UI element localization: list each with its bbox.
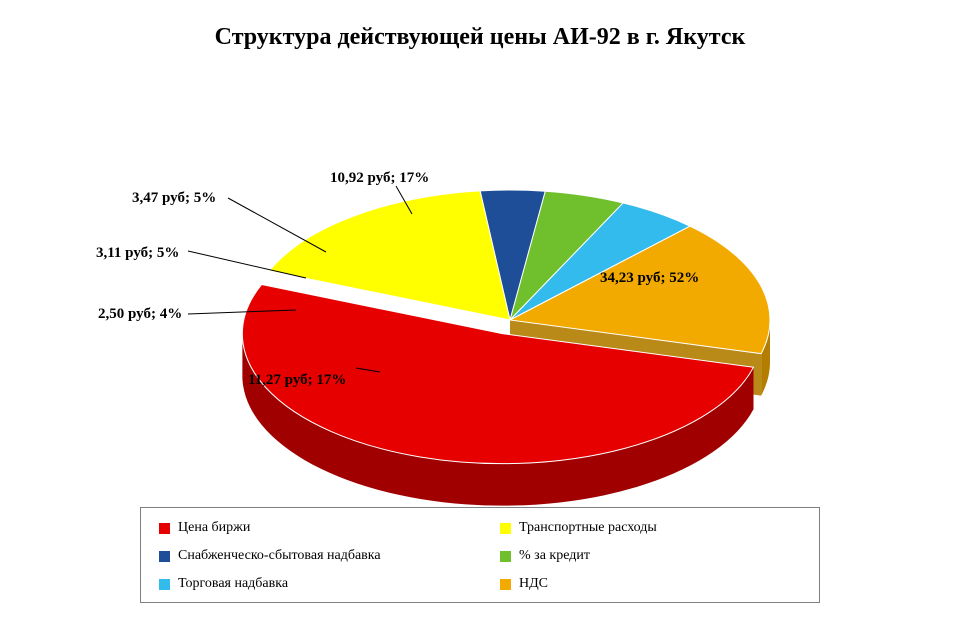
data-label: 11,27 руб; 17%: [248, 372, 346, 389]
data-label: 2,50 руб; 4%: [98, 306, 182, 323]
data-label: 10,92 руб; 17%: [330, 170, 429, 187]
legend-swatch: [500, 579, 511, 590]
legend-item: % за кредит: [500, 548, 801, 564]
data-label: 34,23 руб; 52%: [600, 270, 699, 287]
legend-item: Торговая надбавка: [159, 576, 460, 592]
legend: Цена биржи Транспортные расходы Снабженчес…: [140, 507, 820, 603]
legend-label: Цена биржи: [178, 520, 250, 536]
legend-item: Снабженческо-сбытовая надбавка: [159, 548, 460, 564]
legend-swatch: [500, 551, 511, 562]
data-label: 3,11 руб; 5%: [96, 245, 179, 262]
legend-label: Торговая надбавка: [178, 576, 288, 592]
leader-line: [228, 198, 326, 252]
legend-swatch: [159, 551, 170, 562]
legend-swatch: [500, 523, 511, 534]
data-label: 3,47 руб; 5%: [132, 190, 216, 207]
legend-label: % за кредит: [519, 548, 590, 564]
legend-label: Транспортные расходы: [519, 520, 657, 536]
legend-swatch: [159, 523, 170, 534]
legend-item: НДС: [500, 576, 801, 592]
legend-swatch: [159, 579, 170, 590]
legend-label: НДС: [519, 576, 548, 592]
legend-item: Транспортные расходы: [500, 520, 801, 536]
legend-label: Снабженческо-сбытовая надбавка: [178, 548, 381, 564]
legend-item: Цена биржи: [159, 520, 460, 536]
chart-container: Структура действующей цены АИ-92 в г. Як…: [0, 0, 960, 639]
